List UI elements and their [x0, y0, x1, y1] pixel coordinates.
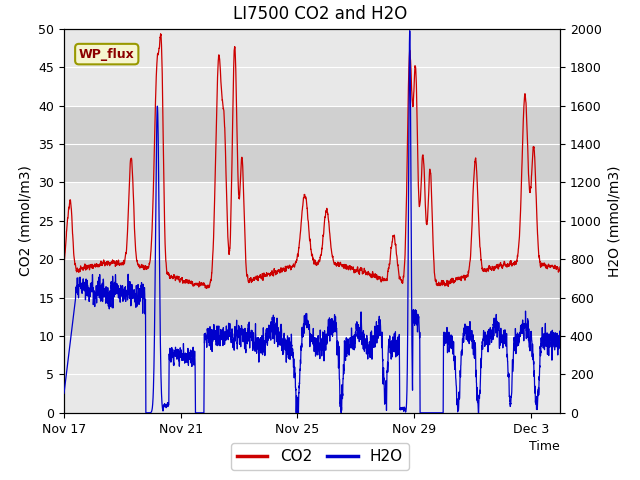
- Bar: [64, 106, 560, 182]
- Bar: [64, 182, 560, 259]
- Y-axis label: CO2 (mmol/m3): CO2 (mmol/m3): [19, 166, 33, 276]
- Bar: [64, 336, 560, 413]
- Text: WP_flux: WP_flux: [79, 48, 134, 60]
- Text: Time: Time: [529, 440, 560, 453]
- Bar: [64, 259, 560, 336]
- Bar: [64, 29, 560, 106]
- Legend: CO2, H2O: CO2, H2O: [231, 443, 409, 470]
- Y-axis label: H2O (mmol/m3): H2O (mmol/m3): [607, 165, 621, 276]
- Text: LI7500 CO2 and H2O: LI7500 CO2 and H2O: [233, 5, 407, 23]
